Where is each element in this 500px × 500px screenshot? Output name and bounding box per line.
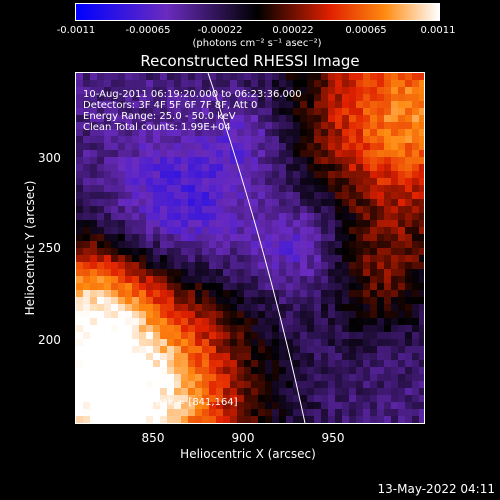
- method-counts-text: Clean Total counts: 1.99E+04: [83, 122, 231, 133]
- colorbar-tick: -0.00065: [125, 25, 171, 36]
- y-tick-label: 250: [38, 241, 61, 255]
- plot-timestamp: 13-May-2022 04:11: [377, 482, 495, 496]
- colorbar: [75, 3, 440, 21]
- x-tick-label: 850: [141, 431, 165, 445]
- y-axis-label: Heliocentric Y (arcsec): [23, 180, 37, 316]
- solar-limb-line: [207, 73, 306, 423]
- peak-position-text: Position of Peak = [841,164]: [95, 397, 238, 408]
- x-axis-label: Heliocentric X (arcsec): [180, 447, 316, 461]
- colorbar-tick: 0.00022: [272, 25, 314, 36]
- colorbar-tick: -0.0011: [56, 25, 96, 36]
- x-tick-label: 950: [321, 431, 345, 445]
- time-range-text: 10-Aug-2011 06:19:20.000 to 06:23:36.000: [83, 89, 302, 100]
- detectors-text: Detectors: 3F 4F 5F 6F 7F 8F, Att 0: [83, 100, 258, 111]
- image-pixels: [76, 73, 424, 423]
- plot-title: Reconstructed RHESSI Image: [140, 52, 360, 70]
- energy-range-text: Energy Range: 25.0 - 50.0 keV: [83, 111, 236, 122]
- colorbar-unit: (photons cm⁻² s⁻¹ asec⁻²): [192, 38, 322, 49]
- image-plot: 10-Aug-2011 06:19:20.000 to 06:23:36.000…: [75, 72, 425, 424]
- x-tick-label: 900: [231, 431, 255, 445]
- y-tick-label: 300: [38, 151, 61, 165]
- colorbar-tick: 0.0011: [420, 25, 456, 36]
- y-tick-label: 200: [38, 333, 61, 347]
- colorbar-tick: 0.00065: [345, 25, 387, 36]
- colorbar-tick: -0.00022: [197, 25, 243, 36]
- rhessi-image: [76, 73, 424, 423]
